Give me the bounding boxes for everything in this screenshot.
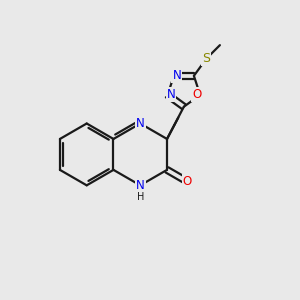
Text: H: H <box>136 191 144 202</box>
Text: O: O <box>183 175 192 188</box>
Text: N: N <box>136 179 145 192</box>
Text: O: O <box>192 88 201 101</box>
Text: N: N <box>172 69 181 82</box>
Text: N: N <box>167 88 176 101</box>
Text: S: S <box>202 52 210 65</box>
Text: N: N <box>136 117 145 130</box>
